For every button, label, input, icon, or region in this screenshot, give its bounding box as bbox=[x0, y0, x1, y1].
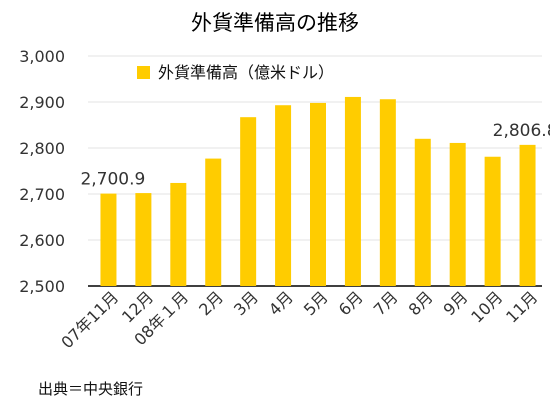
bar bbox=[240, 117, 257, 287]
y-tick-label: 3,000 bbox=[19, 47, 65, 66]
bar bbox=[170, 182, 187, 286]
y-tick-label: 2,900 bbox=[19, 93, 65, 112]
bar bbox=[100, 193, 117, 286]
x-tick-label: 8月 bbox=[405, 287, 437, 319]
legend-swatch bbox=[137, 66, 150, 79]
chart-title: 外貨準備高の推移 bbox=[191, 11, 359, 35]
x-tick-label: 10月 bbox=[467, 287, 506, 326]
bar bbox=[275, 105, 292, 286]
y-tick-label: 2,800 bbox=[19, 139, 65, 158]
source-note: 出典＝中央銀行 bbox=[38, 380, 143, 398]
legend: 外貨準備高（億米ドル） bbox=[137, 63, 334, 82]
x-tick-label: 9月 bbox=[440, 287, 472, 319]
x-tick-label: 6月 bbox=[335, 287, 367, 319]
y-tick-label: 2,500 bbox=[19, 277, 65, 296]
bar bbox=[310, 102, 326, 286]
bars bbox=[100, 96, 536, 287]
x-tick-label: 2月 bbox=[195, 287, 227, 319]
bar bbox=[379, 99, 396, 287]
x-tick-label: 07年11月 bbox=[57, 287, 122, 352]
x-tick-label: 11月 bbox=[502, 287, 541, 326]
x-tick-label: 4月 bbox=[265, 287, 297, 319]
bar bbox=[449, 142, 466, 286]
y-tick-label: 2,700 bbox=[19, 185, 65, 204]
y-tick-label: 2,600 bbox=[19, 231, 65, 250]
bar bbox=[414, 138, 431, 286]
data-label: 2,700.9 bbox=[80, 170, 145, 190]
bar bbox=[135, 193, 152, 286]
bar bbox=[484, 156, 501, 286]
legend-label: 外貨準備高（億米ドル） bbox=[158, 63, 334, 82]
bar bbox=[519, 144, 536, 286]
data-label: 2,806.8 bbox=[493, 121, 550, 141]
x-tick-label: 5月 bbox=[300, 287, 332, 319]
y-axis-ticks: 2,500 2,600 2,700 2,800 2,900 3,000 bbox=[19, 47, 65, 296]
x-tick-label: 3月 bbox=[230, 287, 262, 319]
x-tick-label: 7月 bbox=[370, 287, 402, 319]
bar bbox=[205, 158, 222, 286]
bar bbox=[344, 96, 361, 286]
data-labels: 2,700.9 2,806.8 bbox=[80, 121, 550, 190]
